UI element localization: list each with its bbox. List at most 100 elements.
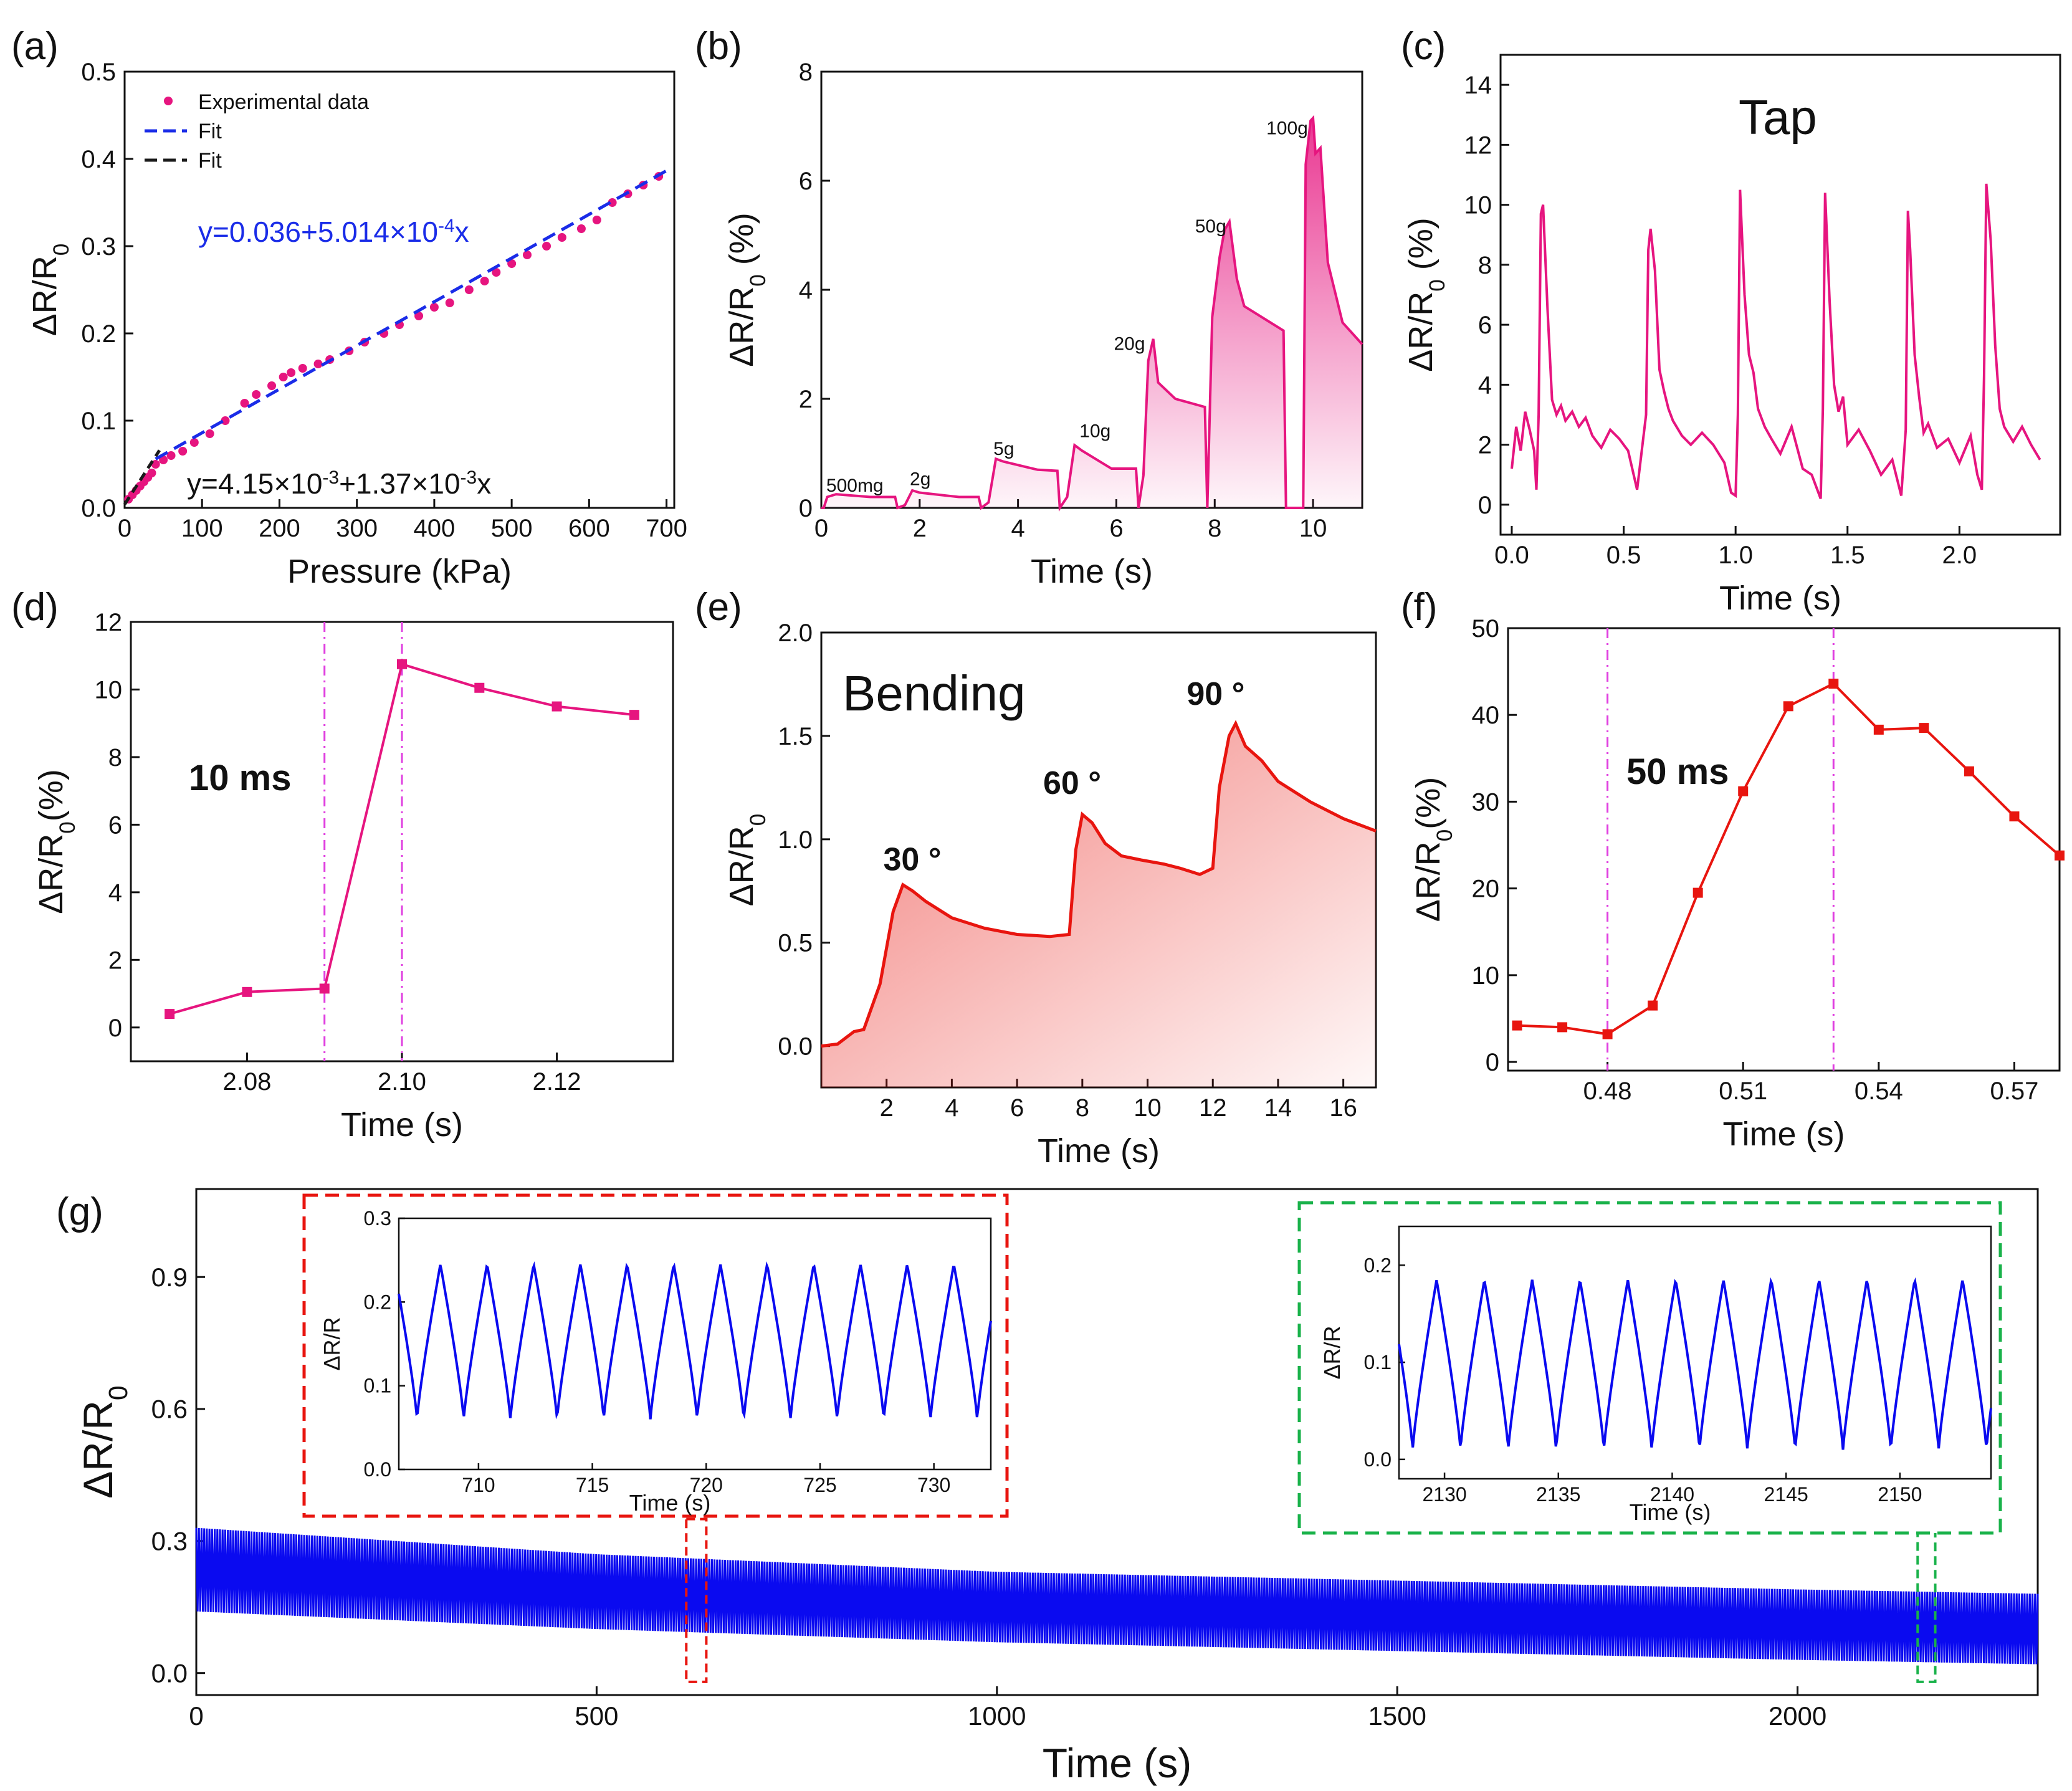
load-label: 5g bbox=[993, 439, 1014, 459]
inset-x-axis-label: Time (s) bbox=[1630, 1499, 1711, 1525]
series-line bbox=[1517, 682, 2061, 1036]
data-point bbox=[165, 1009, 175, 1020]
annotation-bending: Bending bbox=[843, 666, 1026, 721]
legend-label: Fit bbox=[198, 120, 222, 143]
x-tick-label: 500 bbox=[575, 1701, 618, 1731]
y-tick-label: 4 bbox=[1478, 371, 1492, 399]
data-point bbox=[576, 224, 586, 233]
y-tick-label: 2 bbox=[108, 947, 122, 974]
data-point bbox=[1738, 786, 1749, 796]
data-point bbox=[522, 251, 532, 259]
panel-label: (b) bbox=[695, 25, 742, 68]
x-tick-label: 700 bbox=[646, 515, 687, 542]
inset-x-tick-label: 2145 bbox=[1764, 1483, 1808, 1506]
legend-marker-data bbox=[164, 97, 173, 105]
panel-c: 0.0 0.5 1.0 1.5 2.0 0 2 4 6 8 10 12 14 Time (s) ΔR/R0 … bbox=[1401, 25, 2061, 617]
data-point bbox=[252, 390, 261, 399]
x-tick-label: 0.48 bbox=[1583, 1077, 1632, 1105]
zoom-region-marker bbox=[685, 1517, 708, 1683]
data-point bbox=[592, 216, 601, 224]
inset-series-line bbox=[398, 1261, 992, 1420]
panel-label: (e) bbox=[695, 586, 742, 629]
load-label: 2g bbox=[910, 469, 930, 489]
data-point bbox=[445, 298, 454, 307]
data-point bbox=[1648, 1000, 1658, 1011]
data-point bbox=[1828, 679, 1839, 689]
x-axis-label: Time (s) bbox=[341, 1106, 463, 1144]
inset-plot-frame bbox=[1398, 1225, 1992, 1480]
fit-line-black bbox=[123, 449, 161, 505]
x-tick-label: 1000 bbox=[968, 1701, 1026, 1731]
inset-y-tick-label: 0.3 bbox=[364, 1207, 391, 1230]
y-tick-label: 50 bbox=[1472, 615, 1500, 642]
series-area-fill bbox=[821, 724, 1376, 1087]
inset-x-tick-label: 2135 bbox=[1536, 1483, 1580, 1506]
x-tick-label: 8 bbox=[1076, 1094, 1089, 1122]
inset-y-tick-label: 0.1 bbox=[364, 1375, 391, 1397]
data-point bbox=[298, 364, 307, 373]
y-tick-label: 8 bbox=[1478, 252, 1492, 279]
y-axis-label: ΔR/R0 bbox=[723, 814, 770, 907]
inset-x-tick-label: 2140 bbox=[1650, 1483, 1694, 1506]
panel-label: (g) bbox=[56, 1190, 103, 1233]
y-tick-label: 12 bbox=[95, 609, 123, 636]
y-tick-label: 10 bbox=[1472, 962, 1500, 990]
y-tick-label: 12 bbox=[1464, 131, 1492, 159]
data-point bbox=[1964, 766, 1974, 776]
data-point bbox=[205, 429, 214, 438]
x-axis-label: Time (s) bbox=[1719, 580, 1841, 617]
y-axis-label: ΔR/R0 (%) bbox=[723, 213, 770, 367]
y-tick-label: 10 bbox=[95, 676, 123, 704]
cycle-signal bbox=[195, 1527, 2039, 1664]
y-tick-label: 0.3 bbox=[151, 1527, 188, 1556]
series-line bbox=[1511, 183, 2041, 500]
x-tick-label: 0.0 bbox=[1494, 542, 1529, 569]
inset-y-axis-label: ΔR/R bbox=[319, 1317, 345, 1370]
x-axis-label: Time (s) bbox=[1038, 1132, 1160, 1170]
panel-d: 2.08 2.10 2.12 0 2 4 6 8 10 12 Time (s) ΔR/R0(%) (d)… bbox=[11, 586, 674, 1144]
y-tick-label: 0.5 bbox=[81, 59, 116, 86]
y-tick-label: 40 bbox=[1472, 702, 1500, 729]
panel-a: 0 100 200 300 400 500 600 700 0.0 0.1 0.2 0.3 0.4 0.5… bbox=[11, 25, 687, 590]
x-tick-label: 12 bbox=[1199, 1094, 1227, 1122]
y-tick-label: 0.0 bbox=[151, 1658, 188, 1688]
y-tick-label: 6 bbox=[799, 168, 813, 195]
x-tick-label: 2.12 bbox=[533, 1068, 581, 1096]
inset-y-tick-label: 0.0 bbox=[364, 1458, 391, 1481]
y-tick-label: 6 bbox=[1478, 312, 1492, 339]
x-tick-label: 400 bbox=[414, 515, 456, 542]
load-label: 20g bbox=[1114, 333, 1145, 354]
y-tick-label: 0.4 bbox=[81, 146, 116, 173]
x-tick-label: 0.5 bbox=[1607, 542, 1641, 569]
y-axis-label: ΔR/R0(%) bbox=[1410, 777, 1457, 922]
y-tick-label: 0.3 bbox=[81, 233, 116, 260]
x-tick-label: 600 bbox=[568, 515, 610, 542]
x-tick-label: 0.54 bbox=[1855, 1077, 1903, 1105]
angle-label: 90 ° bbox=[1186, 676, 1244, 712]
y-tick-label: 1.5 bbox=[778, 723, 813, 750]
panel-e: 2 4 6 8 10 12 14 16 0.0 0.5 1.0 1.5 2.0 Time (s) ΔR/R0… bbox=[695, 586, 1377, 1170]
load-label: 100g bbox=[1266, 118, 1308, 139]
data-point bbox=[480, 277, 489, 285]
equation-black: y=4.15×10-3+1.37×10-3x bbox=[187, 467, 491, 500]
y-tick-label: 0.0 bbox=[778, 1033, 813, 1061]
panel-label: (f) bbox=[1401, 586, 1438, 629]
inset-x-tick-label: 2150 bbox=[1878, 1483, 1922, 1506]
data-point bbox=[159, 456, 168, 464]
x-tick-label: 10 bbox=[1134, 1094, 1162, 1122]
x-tick-label: 6 bbox=[1109, 515, 1123, 542]
x-axis-label: Time (s) bbox=[1723, 1115, 1845, 1153]
panel-label: (c) bbox=[1401, 25, 1446, 68]
y-axis-label: ΔR/R0 bbox=[75, 1385, 133, 1499]
load-label: 50g bbox=[1195, 216, 1226, 237]
x-tick-label: 2 bbox=[880, 1094, 894, 1122]
y-tick-label: 8 bbox=[108, 744, 122, 771]
x-tick-label: 16 bbox=[1329, 1094, 1357, 1122]
data-point bbox=[474, 682, 485, 693]
data-point bbox=[1783, 701, 1793, 712]
y-tick-label: 0 bbox=[108, 1015, 122, 1042]
x-tick-label: 8 bbox=[1208, 515, 1221, 542]
panel-f: 0.48 0.51 0.54 0.57 0 10 20 30 40 50 Time (s) ΔR/R0… bbox=[1401, 586, 2065, 1153]
data-point bbox=[313, 360, 323, 368]
y-tick-label: 0.0 bbox=[81, 495, 116, 522]
